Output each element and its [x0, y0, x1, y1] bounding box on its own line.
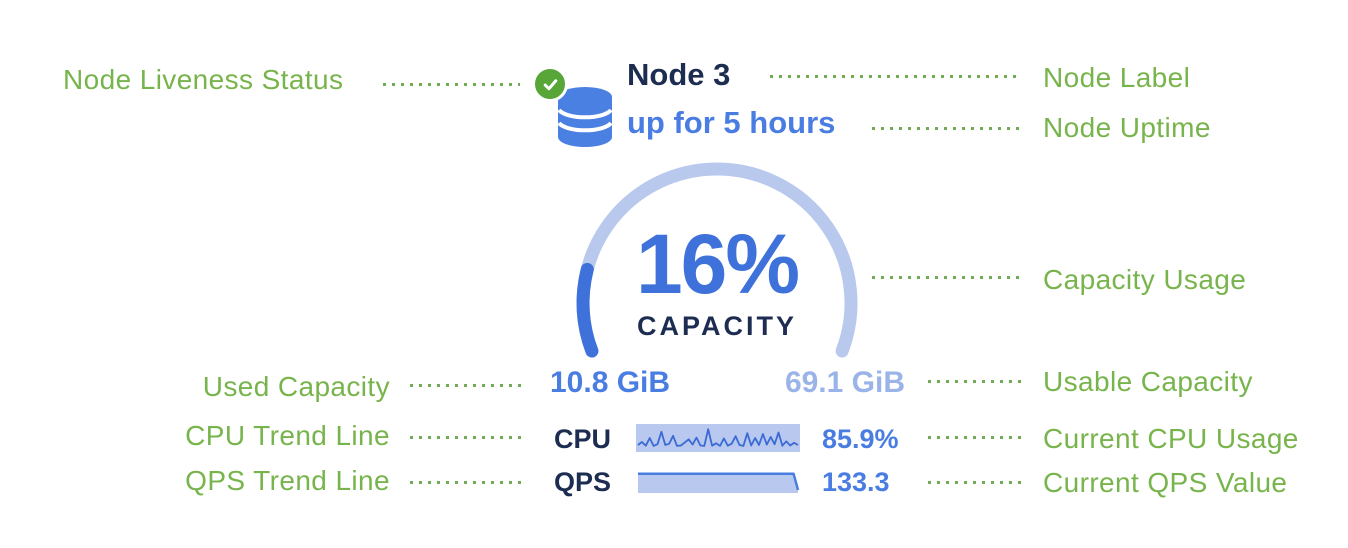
qps-spark-area [638, 473, 798, 493]
qps-trend-sparkline [638, 472, 800, 493]
annotation-capacity-usage: Capacity Usage [1043, 264, 1247, 295]
annotation-usable-capacity: Usable Capacity [1043, 366, 1253, 397]
leader-line-cpu-trend [410, 436, 522, 439]
leader-line-node-liveness [383, 83, 520, 86]
cpu-current-value: 85.9% [822, 424, 899, 454]
capacity-gauge [576, 162, 858, 358]
capacity-caption: CAPACITY [636, 311, 797, 341]
checkmark-glyph [543, 78, 557, 90]
leader-line-used-capacity [410, 384, 522, 387]
leader-line-qps-trend [410, 481, 522, 484]
annotation-cpu-trend-line: CPU Trend Line [185, 420, 390, 451]
qps-label: QPS [554, 467, 612, 497]
leader-line-usable-capacity [928, 380, 1024, 383]
leader-line-node-label [770, 75, 1020, 78]
check-circle-icon [532, 66, 568, 102]
annotation-current-cpu-usage: Current CPU Usage [1043, 423, 1299, 454]
qps-current-value: 133.3 [822, 467, 890, 497]
annotation-current-qps-value: Current QPS Value [1043, 467, 1288, 498]
annotation-used-capacity: Used Capacity [202, 371, 390, 402]
used-capacity-value: 10.8 GiB [550, 366, 671, 399]
annotation-node-uptime: Node Uptime [1043, 112, 1211, 143]
leader-line-capacity-usage [872, 276, 1022, 279]
cpu-spark-background [636, 424, 800, 452]
cpu-spark-line [637, 428, 799, 447]
node-uptime: up for 5 hours [627, 105, 836, 140]
cpu-trend-sparkline [636, 424, 800, 452]
node-label: Node 3 [627, 57, 731, 92]
annotation-qps-trend-line: QPS Trend Line [185, 465, 390, 496]
leader-line-node-uptime [872, 127, 1020, 130]
leader-line-current-cpu [928, 436, 1024, 439]
annotation-node-label: Node Label [1043, 62, 1191, 93]
gauge-fill-arc [576, 262, 599, 358]
annotation-node-liveness-status: Node Liveness Status [63, 64, 344, 95]
cpu-label: CPU [554, 424, 612, 454]
leader-line-current-qps [928, 481, 1024, 484]
capacity-percent: 16% [635, 217, 800, 311]
database-icon [557, 87, 613, 147]
qps-spark-line [638, 472, 800, 491]
usable-capacity-value: 69.1 GiB [784, 366, 905, 399]
